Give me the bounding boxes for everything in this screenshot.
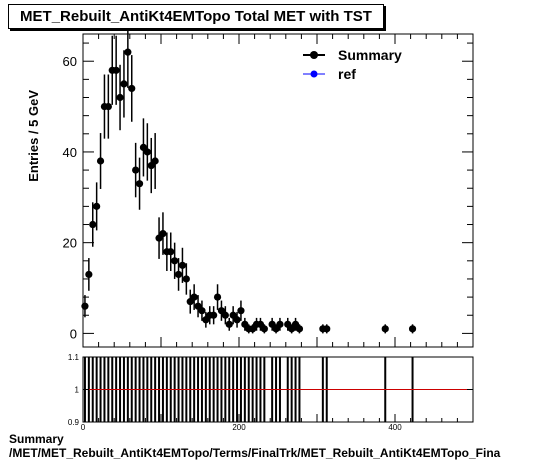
legend-summary-marker bbox=[310, 51, 318, 59]
legend-summary-label: Summary bbox=[338, 47, 402, 63]
ratio-x-tick-label: 0 bbox=[81, 423, 86, 432]
chart-title: MET_Rebuilt_AntiKt4EMTopo Total MET with… bbox=[20, 8, 372, 25]
summary-point bbox=[135, 180, 144, 188]
title-box: MET_Rebuilt_AntiKt4EMTopo Total MET with… bbox=[8, 4, 384, 29]
ratio-y-tick-label: 0.9 bbox=[68, 418, 80, 427]
y-tick-label: 60 bbox=[63, 54, 77, 69]
ratio-tick-labels: 0 200 400 0.9 1 1.1 bbox=[68, 353, 402, 432]
y-tick-label: 40 bbox=[63, 145, 77, 160]
summary-point bbox=[190, 293, 198, 301]
summary-point bbox=[225, 320, 233, 328]
ratio-y-tick-label: 1.1 bbox=[68, 353, 80, 362]
summary-point bbox=[178, 261, 187, 269]
summary-point bbox=[81, 302, 89, 310]
summary-point bbox=[276, 320, 284, 328]
summary-point bbox=[174, 270, 183, 279]
y-tick-label: 0 bbox=[70, 326, 77, 341]
summary-point bbox=[120, 80, 128, 88]
legend: Summary ref bbox=[303, 47, 402, 82]
summary-point bbox=[85, 270, 93, 279]
summary-point bbox=[408, 325, 417, 333]
summary-point bbox=[132, 166, 140, 174]
summary-point bbox=[260, 325, 268, 333]
y-tick-label: 20 bbox=[63, 236, 77, 251]
summary-point bbox=[381, 325, 389, 333]
ratio-axis-ticks bbox=[82, 356, 474, 423]
summary-point bbox=[198, 307, 206, 315]
summary-point bbox=[112, 66, 120, 74]
summary-point bbox=[151, 157, 159, 165]
summary-point bbox=[182, 275, 190, 283]
summary-point bbox=[93, 202, 101, 210]
main-axis-ticks bbox=[82, 34, 474, 347]
summary-point bbox=[167, 248, 175, 256]
footer-summary-label: Summary bbox=[9, 432, 64, 446]
summary-point bbox=[221, 311, 229, 319]
summary-point bbox=[116, 93, 124, 102]
main-tick-labels: 0 20 40 60 bbox=[63, 54, 77, 341]
main-plot-frame bbox=[82, 33, 474, 348]
summary-point bbox=[210, 311, 218, 319]
y-axis-label: Entries / 5 GeV bbox=[26, 90, 41, 182]
summary-point bbox=[171, 257, 179, 265]
summary-point bbox=[89, 220, 97, 229]
summary-point bbox=[159, 229, 167, 238]
summary-point bbox=[233, 316, 241, 324]
summary-point bbox=[124, 48, 132, 56]
ratio-y-tick-label: 1 bbox=[75, 386, 80, 395]
summary-point bbox=[295, 325, 304, 333]
summary-series bbox=[81, 16, 417, 334]
legend-ref-marker bbox=[310, 70, 318, 78]
summary-point bbox=[96, 157, 105, 165]
summary-point bbox=[143, 148, 151, 156]
footer-histogram-path: /MET/MET_Rebuilt_AntiKt4EMTopo/Terms/Fin… bbox=[9, 446, 501, 460]
ratio-x-tick-label: 200 bbox=[232, 423, 246, 432]
summary-point bbox=[213, 293, 222, 301]
summary-point bbox=[323, 325, 331, 333]
summary-point bbox=[237, 307, 245, 315]
ratio-x-tick-label: 400 bbox=[388, 423, 402, 432]
summary-point bbox=[128, 84, 136, 93]
summary-point bbox=[104, 102, 112, 111]
legend-ref-label: ref bbox=[338, 66, 356, 82]
